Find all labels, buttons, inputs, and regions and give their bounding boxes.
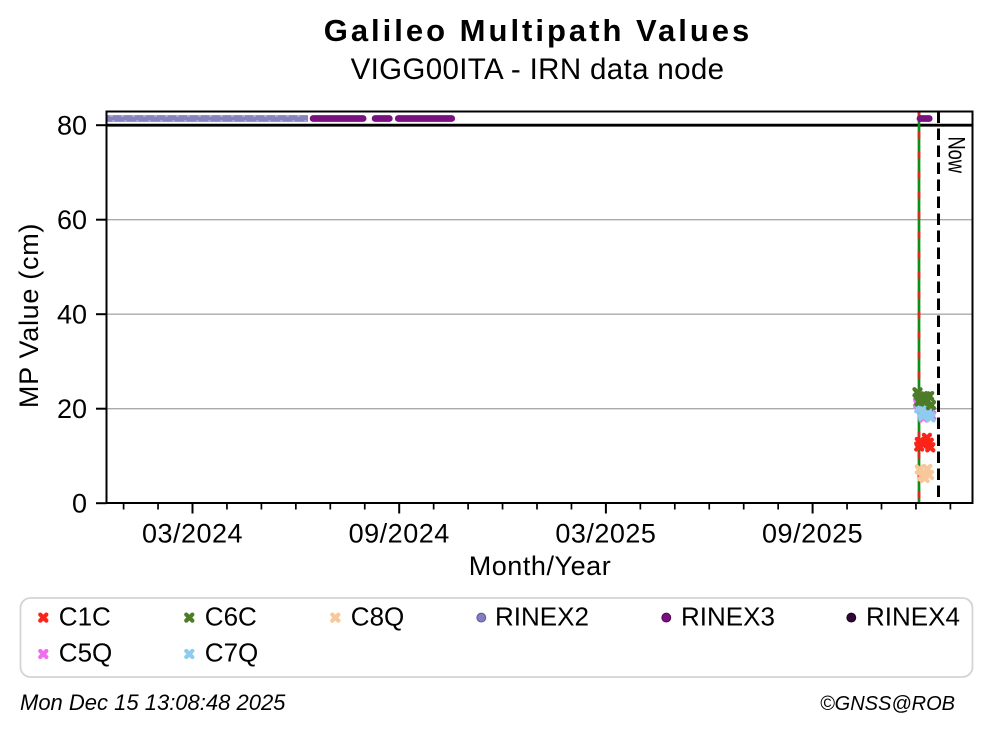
svg-text:C1C: C1C <box>59 602 111 632</box>
svg-text:Galileo Multipath Values: Galileo Multipath Values <box>324 13 753 48</box>
svg-text:09/2025: 09/2025 <box>762 519 863 549</box>
svg-text:Month/Year: Month/Year <box>469 551 612 581</box>
svg-text:VIGG00ITA - IRN data node: VIGG00ITA - IRN data node <box>351 53 725 86</box>
svg-text:80: 80 <box>57 111 87 141</box>
svg-text:0: 0 <box>72 489 87 519</box>
svg-text:C5Q: C5Q <box>59 638 112 668</box>
svg-text:C8Q: C8Q <box>351 602 404 632</box>
svg-text:03/2024: 03/2024 <box>142 519 243 549</box>
svg-text:Now: Now <box>943 137 970 174</box>
svg-text:C7Q: C7Q <box>205 638 258 668</box>
svg-text:©GNSS@ROB: ©GNSS@ROB <box>820 693 955 715</box>
svg-text:C6C: C6C <box>205 602 257 632</box>
svg-text:Mon Dec 15 13:08:48 2025: Mon Dec 15 13:08:48 2025 <box>20 690 286 715</box>
svg-text:60: 60 <box>57 205 87 235</box>
svg-text:RINEX4: RINEX4 <box>866 602 960 632</box>
svg-text:09/2024: 09/2024 <box>349 519 450 549</box>
svg-text:20: 20 <box>57 394 87 424</box>
svg-text:RINEX3: RINEX3 <box>681 602 775 632</box>
svg-text:RINEX2: RINEX2 <box>495 602 589 632</box>
svg-text:40: 40 <box>57 300 87 330</box>
svg-text:03/2025: 03/2025 <box>555 519 656 549</box>
svg-text:MP Value (cm): MP Value (cm) <box>14 223 44 408</box>
